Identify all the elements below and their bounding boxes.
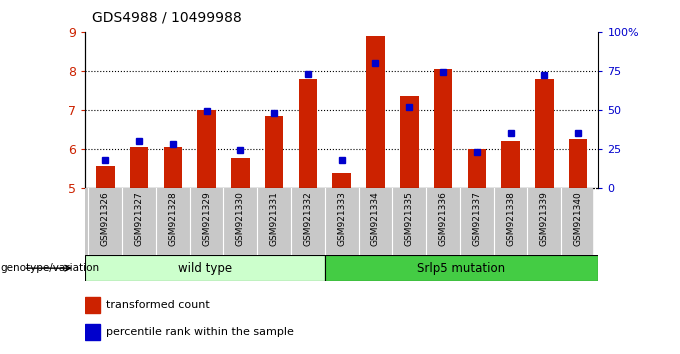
Text: GSM921326: GSM921326 <box>101 191 109 246</box>
Bar <box>299 79 317 188</box>
Bar <box>501 141 520 188</box>
Bar <box>434 69 452 188</box>
Bar <box>324 255 598 281</box>
Text: GSM921333: GSM921333 <box>337 191 346 246</box>
Text: GDS4988 / 10499988: GDS4988 / 10499988 <box>92 11 241 25</box>
Bar <box>163 147 182 188</box>
Text: wild type: wild type <box>177 262 232 275</box>
Text: GSM921336: GSM921336 <box>439 191 447 246</box>
Bar <box>231 159 250 188</box>
Bar <box>535 79 554 188</box>
Text: GSM921337: GSM921337 <box>473 191 481 246</box>
Text: Srlp5 mutation: Srlp5 mutation <box>418 262 505 275</box>
Bar <box>130 147 148 188</box>
Text: GSM921339: GSM921339 <box>540 191 549 246</box>
Bar <box>85 297 101 313</box>
Bar <box>85 324 101 340</box>
Text: GSM921329: GSM921329 <box>202 191 211 246</box>
Text: GSM921327: GSM921327 <box>135 191 143 246</box>
Text: GSM921330: GSM921330 <box>236 191 245 246</box>
Bar <box>367 36 385 188</box>
Bar <box>468 149 486 188</box>
Text: GSM921328: GSM921328 <box>169 191 177 246</box>
Text: GSM921332: GSM921332 <box>303 191 312 246</box>
Text: GSM921334: GSM921334 <box>371 191 380 246</box>
Text: transformed count: transformed count <box>105 300 209 310</box>
Text: percentile rank within the sample: percentile rank within the sample <box>105 327 293 337</box>
Bar <box>265 115 284 188</box>
Bar <box>85 255 324 281</box>
Bar <box>197 110 216 188</box>
Text: GSM921340: GSM921340 <box>574 191 583 246</box>
Bar <box>569 139 588 188</box>
Text: GSM921338: GSM921338 <box>506 191 515 246</box>
Bar <box>96 166 114 188</box>
Text: GSM921335: GSM921335 <box>405 191 413 246</box>
Bar <box>400 96 419 188</box>
Text: GSM921331: GSM921331 <box>270 191 279 246</box>
Text: genotype/variation: genotype/variation <box>0 263 99 273</box>
Bar <box>333 173 351 188</box>
